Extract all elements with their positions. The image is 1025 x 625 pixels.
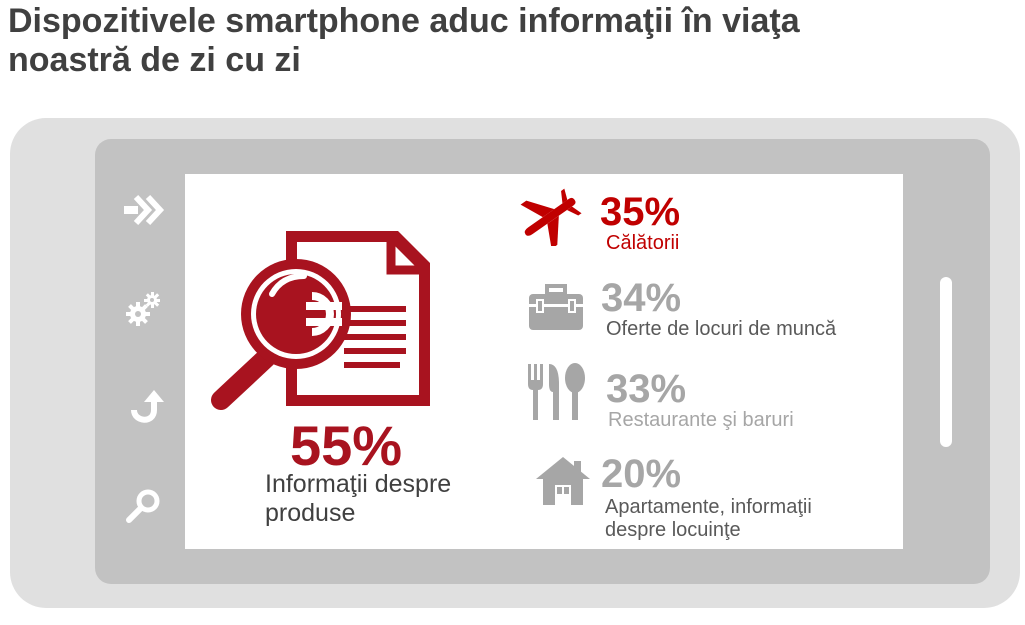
house-icon — [536, 457, 590, 505]
briefcase-icon — [529, 284, 583, 330]
magnifier-document-icon — [211, 231, 430, 410]
stat-label-travel: Călătorii — [606, 232, 680, 254]
page-title: Dispozitivele smartphone aduc informaţii… — [8, 2, 1008, 80]
stat-percent-travel: 35% — [600, 190, 681, 234]
page-title-line-2: noastră de zi cu zi — [8, 41, 301, 79]
stat-percent-jobs: 34% — [601, 276, 682, 320]
undo-arrow-icon[interactable] — [126, 388, 164, 430]
stat-label-housing-line-2: despre locuinţe — [605, 519, 741, 541]
forward-arrows-icon[interactable] — [122, 193, 166, 227]
stat-percent-housing: 20% — [601, 452, 682, 496]
main-label: Informaţii despre produse — [265, 470, 505, 528]
gears-icon[interactable] — [124, 288, 164, 328]
main-percent: 55% — [290, 414, 403, 477]
cutlery-icon — [528, 363, 585, 420]
page-title-line-1: Dispozitivele smartphone aduc informaţii… — [8, 2, 800, 40]
main-label-line-1: Informaţii despre — [265, 470, 452, 498]
stat-label-restaurants: Restaurante şi baruri — [608, 409, 794, 431]
search-icon[interactable] — [124, 486, 164, 526]
airplane-icon — [520, 188, 582, 246]
stat-label-housing: Apartamente, informaţii despre locuinţe — [605, 496, 812, 542]
stat-label-housing-line-1: Apartamente, informaţii — [605, 496, 812, 518]
stat-percent-restaurants: 33% — [606, 367, 687, 411]
stat-label-jobs: Oferte de locuri de muncă — [606, 318, 837, 340]
scrollbar[interactable] — [940, 277, 952, 447]
main-label-line-2: produse — [265, 499, 356, 527]
